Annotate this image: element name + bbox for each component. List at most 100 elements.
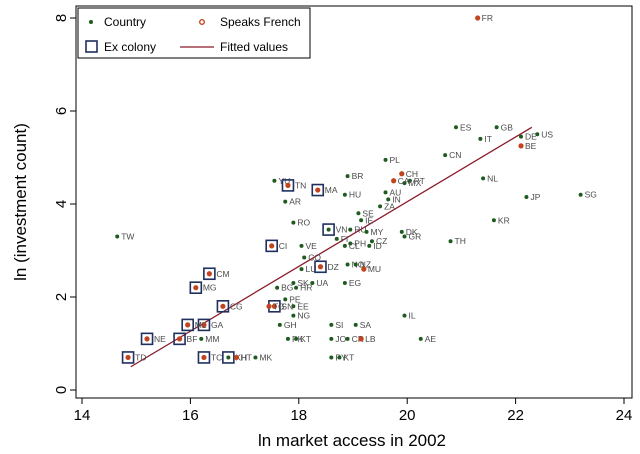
point-ru: RU	[348, 225, 367, 235]
country-marker	[326, 227, 331, 232]
country-marker	[369, 239, 374, 244]
country-marker	[353, 322, 358, 327]
country-marker	[386, 197, 391, 202]
legend-box	[77, 7, 311, 59]
y-tick-label: 6	[53, 107, 70, 115]
legend-french-marker	[198, 19, 205, 26]
point-ro: RO	[291, 218, 311, 228]
ex-colony-marker	[140, 332, 154, 346]
point-co: CO	[302, 252, 321, 262]
y-tick-label: 8	[53, 14, 70, 22]
point-us: US	[535, 129, 553, 139]
country-marker	[494, 125, 499, 130]
legend-country-marker	[89, 20, 93, 24]
point-label: MU	[368, 264, 381, 274]
country-marker	[345, 174, 350, 179]
country-marker	[299, 267, 304, 272]
x-tick-label: 22	[507, 407, 524, 424]
point-label: CL	[349, 241, 360, 251]
point-ng: NG	[291, 311, 310, 321]
point-tn: TN	[281, 179, 306, 192]
point-th: TH	[448, 236, 466, 246]
point-bg: BG	[275, 283, 293, 293]
point-label: VE	[306, 241, 318, 251]
point-fr: FR	[475, 13, 493, 23]
point-label: GB	[501, 122, 514, 132]
french-marker	[285, 182, 291, 188]
point-label: MX	[408, 178, 421, 188]
point-nz: NZ	[353, 259, 371, 269]
country-marker	[272, 178, 277, 183]
legend-colony-marker	[85, 40, 98, 53]
french-marker	[193, 285, 199, 291]
point-label: ID	[373, 241, 382, 251]
country-marker	[383, 190, 388, 195]
point-label: KT	[343, 352, 354, 362]
point-yu: YU	[272, 176, 290, 186]
point-label: JO	[335, 334, 346, 344]
point-label: KR	[498, 215, 510, 225]
legend-fitted-label: Fitted values	[220, 40, 288, 54]
point-dk: DK	[399, 227, 418, 237]
point-hr: HR	[294, 283, 312, 293]
point-label: CM	[216, 269, 229, 279]
ex-colony-marker	[203, 267, 216, 281]
point-label: FI	[341, 234, 349, 244]
point-bf: BF	[173, 332, 197, 346]
french-marker	[518, 143, 524, 149]
point-label: TH	[455, 236, 466, 246]
point-sg: SG	[578, 190, 597, 200]
point-ml: ML	[181, 318, 207, 332]
country-marker	[448, 239, 453, 244]
point-label: DZ	[327, 262, 338, 272]
point-au: AU	[383, 187, 401, 197]
point-label: HU	[349, 190, 361, 200]
point-label: MG	[203, 283, 217, 293]
point-sa: SA	[353, 320, 371, 330]
point-se: SE	[356, 208, 374, 218]
french-marker	[391, 178, 397, 184]
point-label: NE	[154, 334, 166, 344]
point-nl: NL	[481, 173, 498, 183]
country-marker	[342, 281, 347, 286]
point-gb: GB	[494, 122, 514, 132]
point-label: LU	[306, 264, 317, 274]
point-label: PT	[414, 176, 425, 186]
point-label: TD	[135, 352, 146, 362]
point-label: IT	[484, 134, 492, 144]
point-cr: CR	[345, 334, 364, 344]
ex-colony-marker	[197, 351, 211, 364]
x-tick-label: 20	[399, 407, 416, 424]
ex-colony-marker	[314, 260, 327, 274]
point-mg: MG	[189, 281, 217, 295]
country-marker	[334, 236, 339, 241]
point-label: VN	[336, 225, 348, 235]
point-ie: IE	[359, 215, 373, 225]
french-marker	[271, 303, 278, 309]
country-marker	[291, 313, 296, 318]
country-marker	[364, 229, 369, 234]
point-label: CO	[308, 252, 321, 262]
y-tick-label: 4	[53, 200, 70, 208]
point-label: AE	[425, 334, 437, 344]
point-sk: SK	[291, 278, 309, 288]
point-tg: TG	[266, 301, 285, 311]
french-marker	[358, 336, 364, 342]
country-marker	[253, 355, 258, 360]
french-marker	[201, 354, 207, 361]
x-axis-title: ln market access in 2002	[258, 431, 446, 450]
country-marker	[291, 304, 296, 309]
ex-colony-marker	[197, 318, 211, 332]
point-tc: TC	[197, 351, 222, 364]
ex-colony-marker	[311, 183, 325, 197]
country-marker	[285, 336, 290, 341]
country-marker	[481, 176, 486, 181]
point-label: ZA	[384, 201, 395, 211]
point-ca: CA	[391, 176, 410, 186]
country-marker	[329, 355, 334, 360]
point-it: IT	[478, 134, 492, 144]
point-label: JP	[530, 192, 540, 202]
point-fi: FI	[334, 234, 349, 244]
country-marker	[329, 336, 334, 341]
country-marker	[329, 322, 334, 327]
